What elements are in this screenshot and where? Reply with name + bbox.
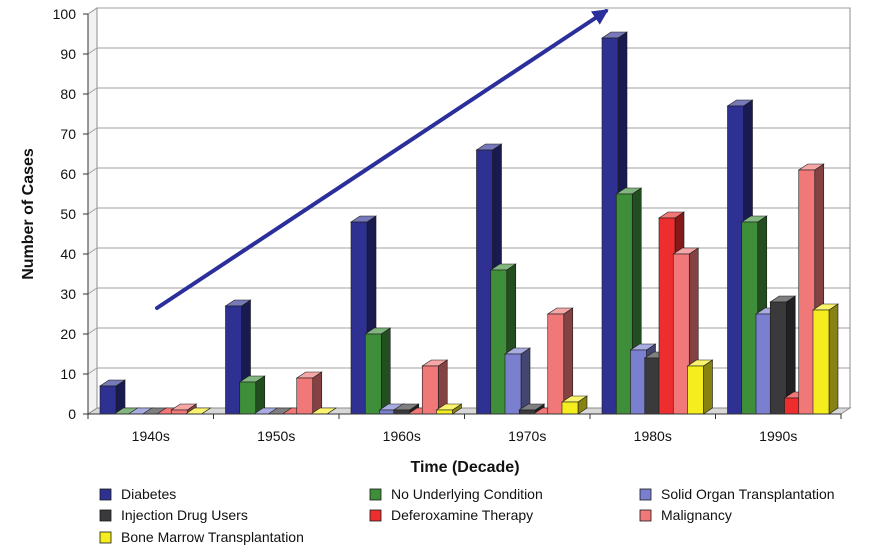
bar-front: [770, 302, 786, 414]
bar-side: [829, 304, 838, 414]
y-tick-label: 0: [68, 406, 76, 422]
bar-front: [351, 222, 367, 414]
bar-front: [505, 354, 521, 414]
legend-label: Deferoxamine Therapy: [391, 507, 533, 523]
legend-label: Diabetes: [121, 486, 176, 502]
legend-swatch: [100, 489, 111, 500]
bar-front: [742, 222, 758, 414]
y-tick-label: 50: [60, 206, 76, 222]
bar-front: [659, 218, 675, 414]
bar-front: [645, 358, 661, 414]
y-tick-label: 60: [60, 166, 76, 182]
y-tick-label: 10: [60, 366, 76, 382]
y-tick-label: 70: [60, 126, 76, 142]
legend-label: No Underlying Condition: [391, 486, 543, 502]
legend-swatch: [640, 510, 651, 521]
legend-item: Bone Marrow Transplantation: [100, 529, 304, 545]
bar-front: [673, 254, 689, 414]
bar-front: [171, 410, 187, 414]
bar-front: [688, 366, 704, 414]
x-tick-label: 1960s: [383, 428, 421, 444]
bar: [297, 372, 322, 414]
bar-front: [422, 366, 438, 414]
legend-item: No Underlying Condition: [370, 486, 543, 502]
legend-label: Injection Drug Users: [121, 507, 248, 523]
bar-front: [548, 314, 564, 414]
bar-front: [240, 382, 256, 414]
bar: [240, 376, 265, 414]
bar-front: [562, 402, 578, 414]
legend-label: Solid Organ Transplantation: [661, 486, 835, 502]
legend: Diabetes No Underlying Condition Solid Org…: [100, 486, 835, 545]
bar-front: [437, 410, 453, 414]
y-tick-label: 40: [60, 246, 76, 262]
bar-front: [226, 306, 242, 414]
bar-front: [519, 410, 535, 414]
bar-front: [491, 270, 507, 414]
bar-front: [631, 350, 647, 414]
y-tick-label: 80: [60, 86, 76, 102]
bar-front: [380, 410, 396, 414]
bar-front: [100, 386, 116, 414]
bar-front: [728, 106, 744, 414]
y-tick-label: 30: [60, 286, 76, 302]
bar-front: [365, 334, 381, 414]
legend-item: Malignancy: [640, 507, 732, 523]
bar-front: [616, 194, 632, 414]
bar-front: [477, 150, 493, 414]
bar-front: [297, 378, 313, 414]
bar-side: [704, 360, 713, 414]
legend-item: Diabetes: [100, 486, 176, 502]
bar-front: [785, 398, 801, 414]
x-tick-label: 1990s: [759, 428, 797, 444]
bar-front: [394, 410, 410, 414]
bar-side: [381, 328, 390, 414]
legend-label: Bone Marrow Transplantation: [121, 529, 304, 545]
y-tick-label: 100: [53, 6, 77, 22]
x-tick-label: 1950s: [257, 428, 295, 444]
x-tick-label: 1940s: [132, 428, 170, 444]
y-tick-label: 20: [60, 326, 76, 342]
bar-front: [799, 170, 815, 414]
legend-swatch: [100, 532, 111, 543]
y-tick-label: 90: [60, 46, 76, 62]
x-tick-label: 1970s: [508, 428, 546, 444]
x-axis-title: Time (Decade): [410, 459, 519, 476]
y-axis-title: Number of Cases: [20, 148, 37, 280]
legend-swatch: [370, 489, 381, 500]
legend-item: Injection Drug Users: [100, 507, 248, 523]
bar-front: [813, 310, 829, 414]
bar: [688, 360, 713, 414]
legend-label: Malignancy: [661, 507, 732, 523]
bar: [813, 304, 838, 414]
bar: [365, 328, 390, 414]
bar: [100, 380, 125, 414]
legend-swatch: [100, 510, 111, 521]
legend-swatch: [640, 489, 651, 500]
legend-item: Solid Organ Transplantation: [640, 486, 835, 502]
x-tick-label: 1980s: [634, 428, 672, 444]
bar-front: [602, 38, 618, 414]
bar: [505, 348, 530, 414]
legend-item: Deferoxamine Therapy: [370, 507, 533, 523]
bar-front: [756, 314, 772, 414]
legend-swatch: [370, 510, 381, 521]
